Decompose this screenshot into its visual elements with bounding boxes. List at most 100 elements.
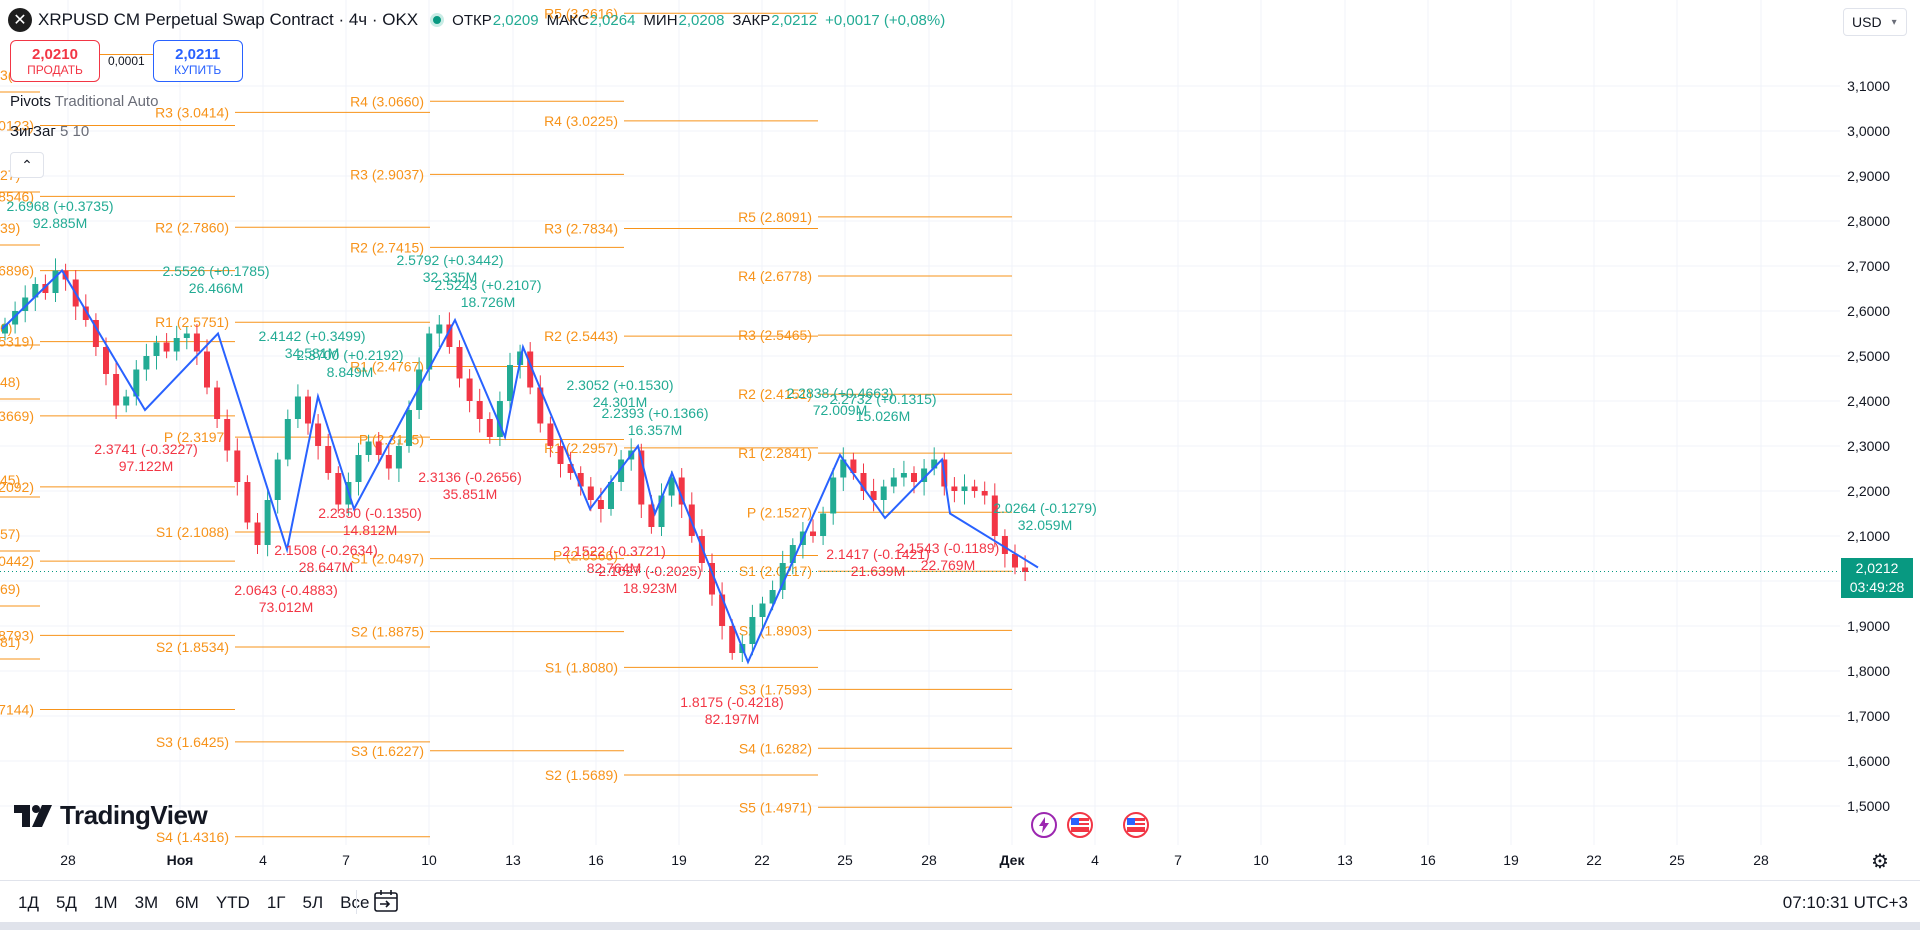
pivot-label-s3: S3 (1.6227): [351, 743, 424, 759]
x-tick-label: 19: [671, 852, 687, 868]
pivot-label-r4: R4 (3.0660): [350, 93, 424, 109]
tradingview-logo[interactable]: TradingView: [14, 800, 208, 831]
pivot-label-r1: R1 (2.2841): [738, 445, 812, 461]
candle-body: [284, 419, 291, 460]
y-tick-label: 2,5000: [1847, 348, 1890, 364]
zigzag-pivot-price-label: 2.5792 (+0.3442): [396, 252, 503, 268]
timezone-clock[interactable]: 07:10:31 UTC+3: [1782, 893, 1908, 912]
zigzag-indicator-legend[interactable]: ЗигЗаг 5 10: [10, 123, 89, 140]
candle-body: [719, 594, 726, 626]
candle-body: [638, 450, 645, 505]
x-tick-label: 10: [1253, 852, 1269, 868]
zigzag-pivot-price-label: 2.1522 (-0.3721): [562, 543, 666, 559]
x-tick-label: 4: [1091, 852, 1099, 868]
y-tick-label: 2,9000: [1847, 168, 1890, 184]
candle-body: [103, 347, 109, 374]
last-price-value: 2,0212: [1855, 560, 1899, 576]
candle-body: [173, 338, 180, 352]
y-tick-label: 2,2000: [1847, 483, 1890, 499]
candle-body: [961, 486, 968, 491]
range-1m-button[interactable]: 1М: [93, 893, 118, 912]
currency-select[interactable]: USD ▾: [1843, 8, 1907, 36]
candle-body: [648, 504, 655, 527]
y-tick-label: 1,7000: [1847, 708, 1890, 724]
zigzag-indicator-name: ЗигЗаг: [10, 123, 56, 140]
x-tick-label: 25: [1669, 852, 1685, 868]
candle-body: [587, 486, 594, 500]
range-3m-button[interactable]: 3М: [134, 893, 159, 912]
pivot-label-edge: 81): [0, 634, 20, 650]
pivot-label-s2: S2 (1.8903): [739, 622, 812, 638]
ohlc-open-label: ОТКР: [452, 11, 492, 29]
range-6m-button[interactable]: 6М: [175, 893, 199, 912]
sell-button[interactable]: 2,0210 ПРОДАТЬ: [10, 40, 100, 82]
range-ytd-button[interactable]: YTD: [215, 893, 250, 912]
toolbar-divider: [356, 890, 357, 914]
zigzag-pivot-price-label: 2.0643 (-0.4883): [234, 582, 338, 598]
range-5y-button[interactable]: 5Л: [302, 893, 324, 912]
sell-label: ПРОДАТЬ: [27, 62, 83, 77]
axis-settings-icon[interactable]: ⚙: [1871, 850, 1889, 873]
zigzag-pivot-price-label: 1.8175 (-0.4218): [680, 694, 784, 710]
candle-body: [123, 396, 130, 406]
candle-body: [900, 473, 907, 478]
symbol-title[interactable]: XRPUSD CM Perpetual Swap Contract · 4ч ·…: [38, 10, 419, 29]
zigzag-pivot-volume-label: 82.764M: [587, 560, 641, 576]
candle-body: [658, 495, 665, 527]
pivots-indicator-legend[interactable]: Pivots Traditional Auto: [10, 93, 158, 110]
candle-body: [769, 590, 776, 604]
candle-body: [668, 477, 675, 496]
x-tick-label: 13: [505, 852, 521, 868]
range-1d-button[interactable]: 1Д: [18, 893, 39, 912]
pivots-indicator-params: Traditional Auto: [54, 93, 159, 110]
pivot-label-edge: 69): [0, 581, 20, 597]
market-status-icon[interactable]: [430, 13, 445, 27]
ohlc-close-label: ЗАКР: [732, 11, 771, 29]
range-5d-button[interactable]: 5Д: [55, 893, 77, 912]
candle-body: [921, 468, 928, 482]
collapse-legend-button[interactable]: ⌃: [10, 152, 44, 178]
x-tick-label: Дек: [1000, 852, 1026, 868]
zigzag-pivot-volume-label: 8.849M: [327, 364, 374, 380]
price-chart[interactable]: 1,50001,60001,70001,80001,90002,00002,10…: [0, 0, 1920, 880]
candle-body: [850, 459, 857, 473]
pivot-label-r2: R2 (2.7860): [155, 219, 229, 235]
ohlc-open-value: 2,0209: [492, 11, 539, 29]
zigzag-pivot-price-label: 2.2350 (-0.1350): [318, 505, 422, 521]
zigzag-pivot-volume-label: 26.466M: [189, 280, 243, 296]
zigzag-pivot-volume-label: 15.026M: [856, 408, 910, 424]
range-1y-button[interactable]: 1Г: [266, 893, 286, 912]
y-tick-label: 2,6000: [1847, 303, 1890, 319]
zigzag-pivot-price-label: 2.1027 (-0.2025): [598, 563, 702, 579]
candle-body: [244, 482, 251, 523]
us-flag-event-icon[interactable]: [1067, 812, 1093, 838]
candle-body: [254, 522, 261, 545]
candle-body: [82, 306, 89, 320]
candle-body: [991, 495, 998, 536]
buy-button[interactable]: 2,0211 КУПИТЬ: [152, 40, 243, 82]
candle-body: [92, 320, 99, 347]
pivot-label-s5: S5 (1.7144): [0, 702, 34, 718]
pivot-label-s1: S1 (2.1088): [156, 524, 229, 540]
trade-panel: 2,0210 ПРОДАТЬ 0,0001 2,0211 КУПИТЬ: [10, 40, 243, 82]
pivot-label-s4: S4 (1.6282): [739, 740, 812, 756]
go-to-date-calendar-icon[interactable]: [372, 888, 400, 914]
candle-body: [335, 473, 342, 505]
zigzag-pivot-price-label: 2.6968 (+0.3735): [6, 198, 113, 214]
candle-body: [597, 500, 604, 509]
buy-price: 2,0211: [175, 45, 221, 63]
candle-body: [355, 455, 362, 482]
dividend-lightning-icon[interactable]: [1031, 812, 1057, 838]
range-all-button[interactable]: Все: [340, 893, 370, 912]
candle-body: [911, 473, 917, 482]
x-tick-label: 22: [1586, 852, 1602, 868]
candle-body: [436, 324, 443, 334]
zigzag-pivot-volume-label: 32.059M: [1018, 517, 1072, 533]
pivot-label-s3: S3 (1.6425): [156, 734, 229, 750]
x-tick-label: 13: [1337, 852, 1353, 868]
candle-body: [325, 446, 332, 473]
x-tick-label: 16: [588, 852, 604, 868]
candle-body: [204, 351, 210, 388]
x-tick-label: 25: [837, 852, 853, 868]
us-flag-event-icon[interactable]: [1123, 812, 1149, 838]
